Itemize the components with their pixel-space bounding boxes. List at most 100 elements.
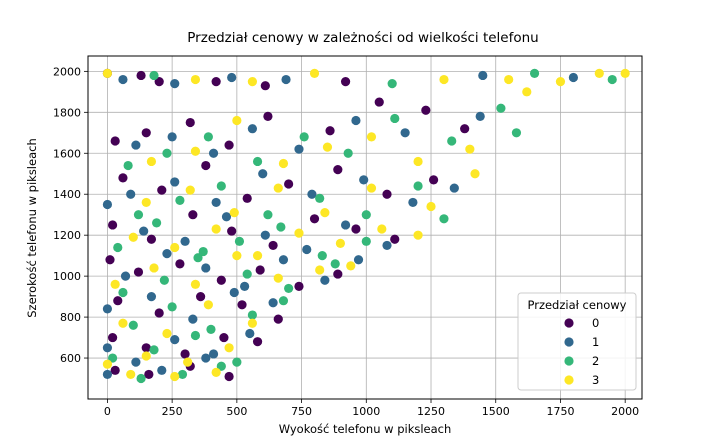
data-point [273,183,283,193]
data-point [315,193,325,203]
data-point [141,351,151,361]
data-point [335,238,346,248]
data-point [102,343,113,353]
x-tick-label: 1250 [417,405,445,418]
data-point [413,230,423,240]
x-tick-label: 1750 [546,405,574,418]
chart-title: Przedział cenowy w zależności od wielkoś… [187,30,539,46]
y-axis-ticks: 600 800 1000 1200 1400 1600 1800 2000 [53,65,88,365]
legend: Przedział cenowy 0 1 2 3 [517,292,637,391]
x-axis-label: Wyokość telefonu w piksleach [279,422,452,436]
plot-frame [87,55,643,400]
data-point [128,232,138,242]
data-point [429,175,439,185]
y-tick-label: 2000 [53,65,81,78]
data-point [470,169,480,179]
data-point [162,148,172,158]
data-point [141,343,151,353]
data-point [247,76,257,87]
data-point [123,160,133,171]
data-point [382,189,392,199]
data-point [281,74,291,85]
data-point [268,298,278,308]
data-point [224,343,234,353]
x-tick-label: 500 [226,405,247,418]
data-point [141,128,151,138]
data-point [247,318,257,328]
data-point [201,160,211,171]
data-point [260,81,270,91]
data-point [102,304,113,314]
data-point [162,328,172,339]
data-point [247,310,257,320]
legend-box [517,292,637,391]
data-point [170,335,180,345]
data-point [183,357,193,367]
data-point [594,68,604,79]
data-point [340,220,351,230]
data-point [245,328,255,339]
data-point [139,226,149,236]
data-point [346,261,356,271]
data-point [294,281,304,291]
data-point [154,76,164,87]
data-point [128,320,138,330]
data-point [299,132,309,142]
data-point [382,240,392,251]
y-axis-label: Szerokość telefonu w piksleach [25,138,39,318]
data-point [120,271,131,281]
data-point [478,70,488,81]
data-point [190,279,201,289]
x-tick-label: 250 [162,405,183,418]
data-point [149,70,159,81]
y-tick-label: 600 [60,352,81,365]
data-point [377,224,387,234]
data-point [146,292,157,302]
data-point [190,74,201,85]
data-point [387,79,397,89]
data-point [343,148,353,158]
data-point [390,234,400,244]
data-point [149,263,159,273]
data-point [110,136,120,146]
data-point [390,113,400,124]
data-point [102,68,113,79]
data-point [255,265,265,275]
data-point [131,357,141,367]
data-point [247,124,257,134]
data-point [320,275,330,285]
legend-marker [564,375,574,385]
x-tick-label: 750 [291,405,312,418]
legend-marker [564,318,574,328]
data-point [439,74,449,85]
data-point [136,70,146,81]
data-point [351,224,361,234]
x-axis-ticks: 0 250 500 750 1000 1250 1500 1750 2000 [104,399,639,418]
data-point [196,292,206,302]
data-point [278,255,289,265]
data-point [167,302,177,312]
data-point [113,242,123,253]
data-point [307,189,317,199]
data-point [211,224,221,234]
data-point [353,255,364,265]
data-point [136,373,146,384]
y-tick-label: 800 [60,311,81,324]
data-point [180,349,190,359]
data-point [263,210,273,220]
data-point [102,199,113,210]
legend-label: 3 [592,373,599,387]
data-point [309,214,320,224]
data-point [221,212,232,222]
data-point [232,251,242,261]
data-point [149,345,159,355]
data-point [131,140,141,150]
data-point [219,332,229,343]
data-point [118,287,128,298]
data-point [302,244,312,255]
data-point [273,273,283,283]
data-point [400,128,410,138]
data-point [208,148,219,158]
data-point [374,97,384,107]
data-point [447,136,457,146]
